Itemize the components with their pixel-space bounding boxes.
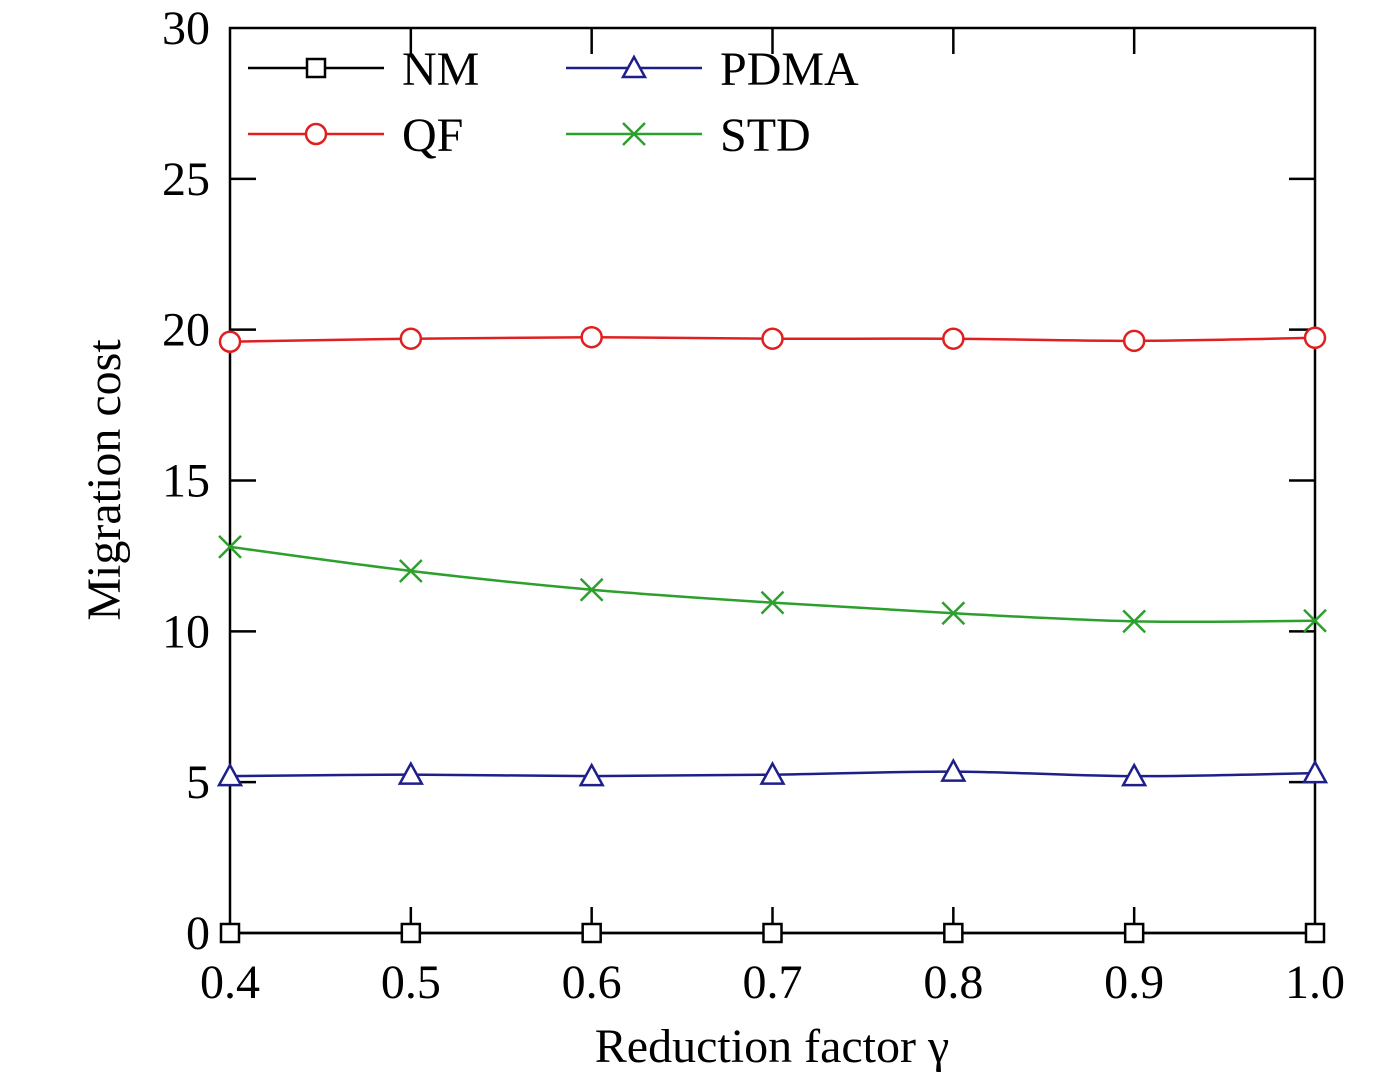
x-tick-label: 1.0	[1285, 956, 1345, 1009]
data-point	[399, 327, 423, 350]
data-point	[1304, 922, 1326, 944]
data-point	[761, 327, 784, 350]
x-axis-title: Reduction factor γ	[595, 1020, 949, 1073]
y-axis-title: Migration cost	[78, 339, 131, 621]
data-point	[940, 758, 967, 782]
data-point	[1303, 326, 1327, 350]
series-line	[229, 545, 1316, 624]
data-point	[1303, 608, 1327, 633]
y-axis: 0 5 10 15 20 25 30	[162, 2, 1315, 960]
y-tick-label: 20	[162, 304, 210, 357]
y-tick-label: 25	[162, 153, 210, 206]
legend-label: STD	[720, 109, 811, 162]
data-point	[622, 122, 646, 146]
y-tick-label: 30	[162, 2, 210, 55]
x-tick-label: 0.5	[381, 956, 441, 1009]
plot-area-frame	[228, 26, 1317, 935]
y-tick-label: 5	[186, 756, 210, 809]
data-point	[1122, 329, 1146, 353]
legend-item-std: STD	[566, 109, 811, 162]
legend: NM PDMA QF STD	[248, 43, 859, 162]
data-point	[762, 922, 783, 944]
series-qf	[218, 325, 1327, 353]
data-point	[580, 325, 603, 349]
data-point	[943, 922, 964, 944]
x-axis: 0.4 0.5 0.6 0.7 0.8 0.9 1.0	[200, 28, 1345, 1009]
legend-item-qf: QF	[248, 109, 463, 162]
data-point	[942, 327, 965, 350]
data-point	[1123, 922, 1145, 944]
data-point	[1301, 759, 1329, 784]
data-point	[1122, 609, 1147, 634]
legend-item-pdma: PDMA	[566, 43, 859, 96]
x-tick-label: 0.7	[743, 956, 803, 1009]
series-std	[218, 534, 1327, 634]
series-pdma	[216, 758, 1329, 787]
x-tick-label: 0.8	[923, 956, 983, 1009]
data-point	[1121, 762, 1148, 787]
legend-label: PDMA	[720, 43, 859, 96]
data-point	[400, 922, 422, 944]
data-point	[216, 762, 244, 787]
data-point	[219, 922, 241, 944]
data-point	[581, 922, 602, 944]
data-point	[760, 590, 785, 615]
series-layer	[216, 325, 1329, 944]
legend-item-nm: NM	[248, 43, 479, 96]
x-tick-label: 0.9	[1104, 956, 1164, 1009]
data-point	[759, 761, 786, 785]
data-point	[579, 577, 604, 602]
y-tick-label: 10	[162, 605, 210, 658]
data-point	[304, 122, 328, 146]
series-nm	[219, 922, 1326, 944]
data-point	[578, 762, 605, 787]
data-point	[398, 559, 423, 583]
x-tick-label: 0.4	[200, 956, 260, 1009]
data-point	[218, 330, 242, 353]
data-point	[218, 534, 242, 559]
data-point	[941, 601, 966, 626]
legend-label: NM	[402, 43, 479, 96]
y-tick-label: 15	[162, 455, 210, 508]
y-tick-label: 0	[186, 907, 210, 960]
legend-label: QF	[402, 109, 463, 162]
data-point	[620, 54, 648, 79]
x-tick-label: 0.6	[562, 956, 622, 1009]
data-point	[305, 57, 327, 79]
data-point	[397, 761, 424, 785]
